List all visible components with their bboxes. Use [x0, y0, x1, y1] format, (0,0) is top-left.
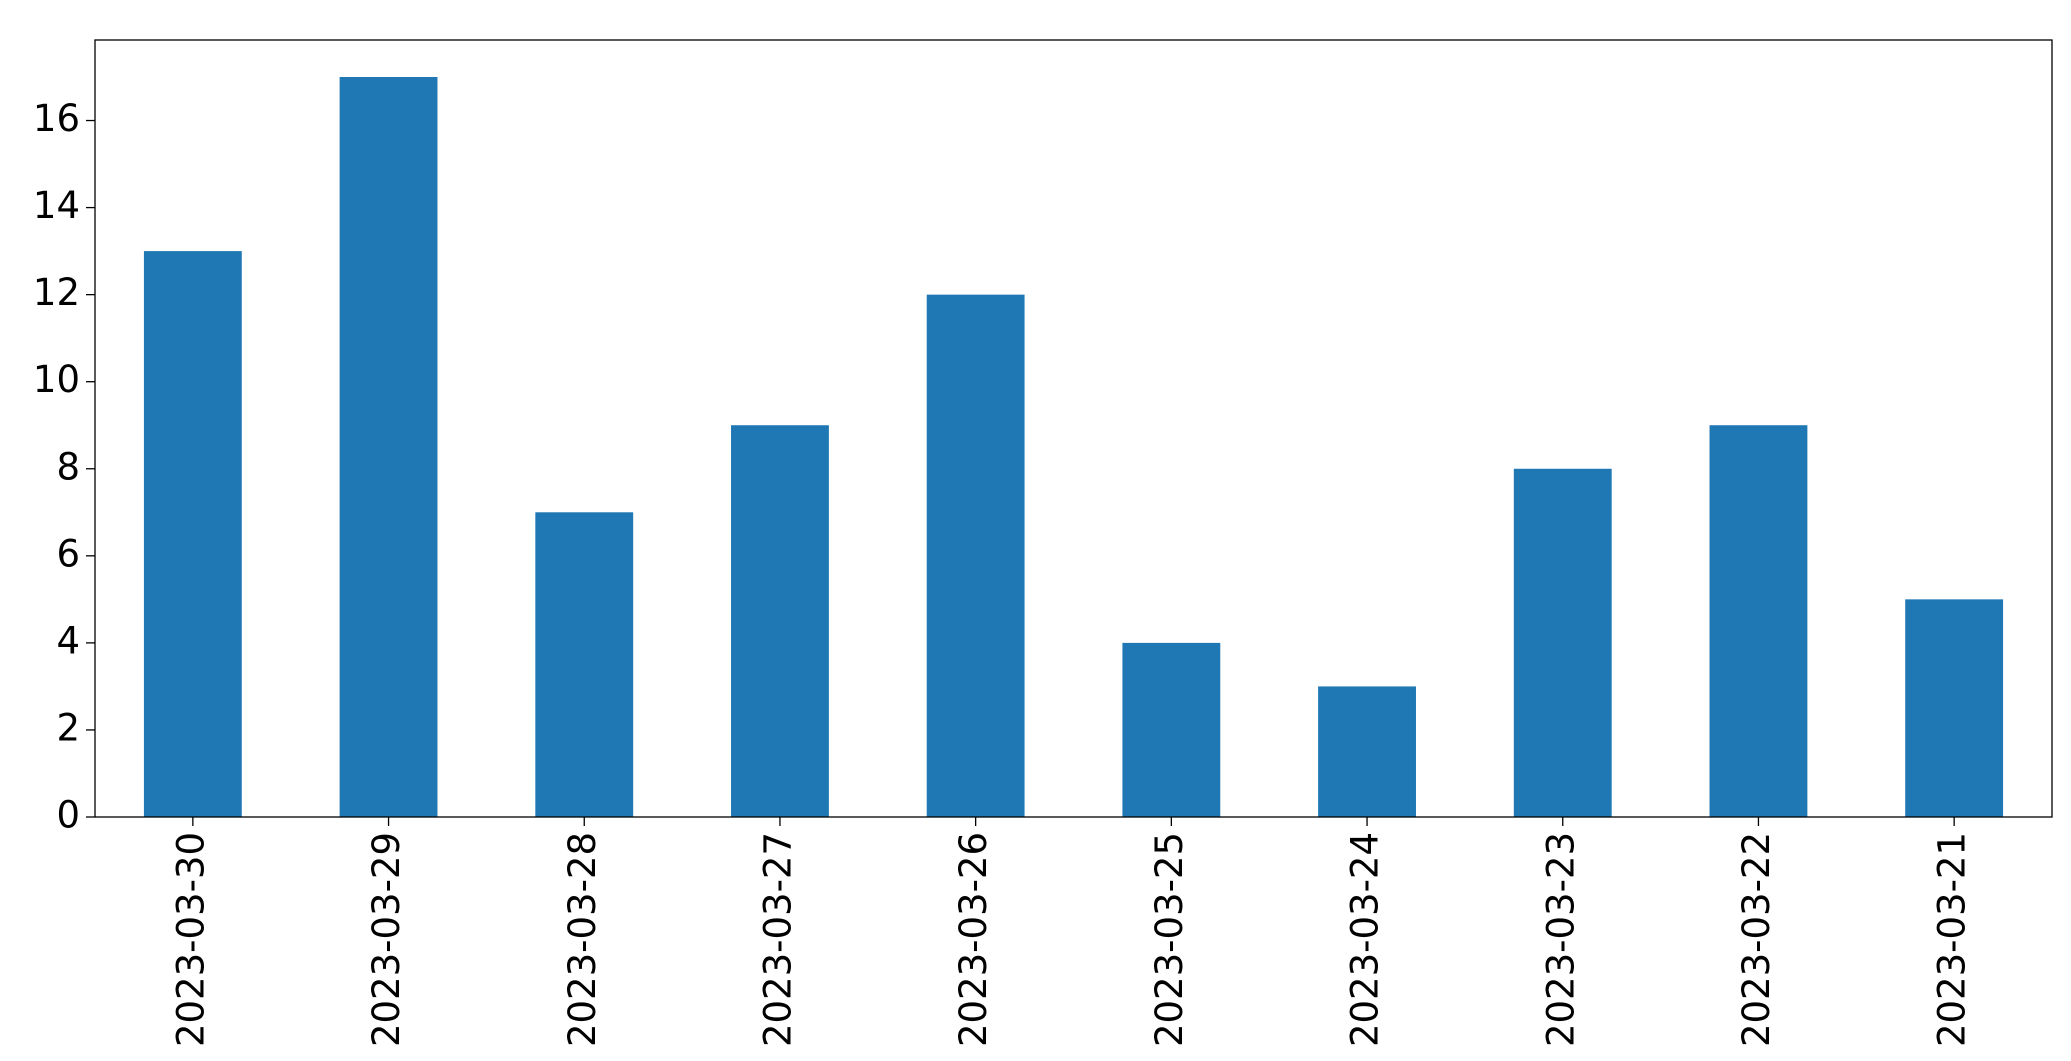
x-tick-label: 2023-03-29 [365, 832, 408, 1047]
bar [1513, 468, 1612, 817]
y-tick-label: 8 [56, 445, 80, 488]
x-tick-label: 2023-03-28 [561, 832, 604, 1047]
bar [1318, 686, 1416, 817]
x-tick-label: 2023-03-21 [1931, 832, 1974, 1047]
bar [1122, 642, 1221, 817]
y-tick-label: 14 [33, 184, 80, 227]
x-tick-label: 2023-03-22 [1735, 832, 1778, 1047]
bar [339, 77, 438, 817]
bar [926, 294, 1025, 817]
axes-frame [94, 39, 2053, 818]
bar [535, 512, 634, 817]
x-tick-label: 2023-03-23 [1539, 832, 1582, 1047]
bar [143, 251, 242, 817]
x-tick-label: 2023-03-27 [756, 832, 799, 1047]
x-tick-label: 2023-03-24 [1344, 832, 1387, 1047]
y-tick-label: 6 [56, 532, 80, 575]
bar [731, 425, 829, 817]
bar [1905, 599, 2004, 817]
y-tick-label: 10 [33, 358, 80, 401]
x-tick-label: 2023-03-25 [1148, 832, 1191, 1047]
y-tick-label: 12 [33, 271, 80, 314]
x-tick-label: 2023-03-30 [169, 832, 212, 1047]
x-tick-label: 2023-03-26 [952, 832, 995, 1047]
y-tick-label: 4 [56, 619, 80, 662]
y-tick-label: 0 [56, 794, 80, 837]
y-tick-label: 16 [33, 97, 80, 140]
bar [1709, 425, 1808, 817]
y-tick-label: 2 [56, 706, 80, 749]
